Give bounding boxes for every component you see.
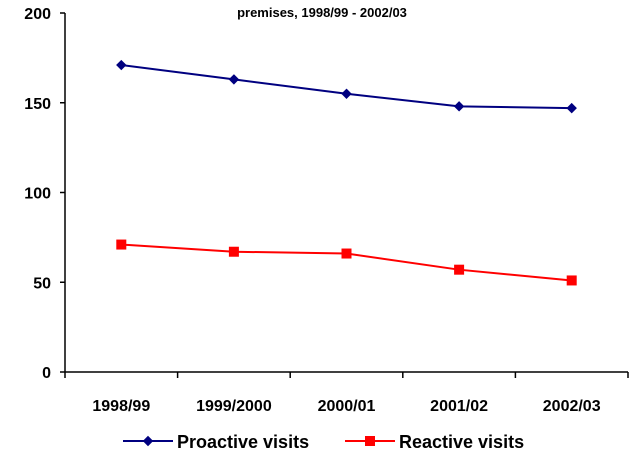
y-tick-label: 50 <box>33 275 51 292</box>
data-point-reactive <box>341 248 352 259</box>
x-tick-label: 1998/99 <box>92 398 150 415</box>
data-point-reactive <box>116 239 127 250</box>
data-point-proactive <box>341 88 352 99</box>
data-point-proactive <box>228 74 240 85</box>
x-tick-label: 2002/03 <box>543 398 601 415</box>
data-point-reactive <box>228 246 239 257</box>
y-tick-label: 200 <box>24 6 51 23</box>
axes: 0 50 100 150 200 1998/99 1999/2000 2000/01 2001/… <box>24 6 629 415</box>
x-tick-label: 2001/02 <box>430 398 488 415</box>
data-point-proactive <box>453 101 465 112</box>
legend-marker-proactive <box>142 435 154 447</box>
data-point-reactive <box>566 275 577 286</box>
series-layer <box>116 59 577 286</box>
legend-marker-reactive <box>365 436 375 446</box>
legend: Proactive visits Reactive visits <box>123 432 524 452</box>
x-tick-label: 2000/01 <box>318 398 376 415</box>
data-point-proactive <box>116 59 127 71</box>
series-reactive <box>116 239 577 286</box>
legend-label-proactive: Proactive visits <box>177 432 309 452</box>
series-line-proactive <box>121 64 572 110</box>
y-tick-label: 0 <box>42 365 51 382</box>
y-tick-label: 150 <box>24 96 51 113</box>
legend-item-proactive: Proactive visits <box>123 432 309 452</box>
legend-label-reactive: Reactive visits <box>399 432 524 452</box>
x-tick-label: 1999/2000 <box>196 398 272 415</box>
series-proactive <box>116 59 577 114</box>
legend-item-reactive: Reactive visits <box>345 432 524 452</box>
chart-title: premises, 1998/99 - 2002/03 <box>237 5 407 20</box>
data-point-proactive <box>566 102 577 114</box>
data-point-reactive <box>454 264 465 275</box>
y-tick-label: 100 <box>24 186 51 203</box>
